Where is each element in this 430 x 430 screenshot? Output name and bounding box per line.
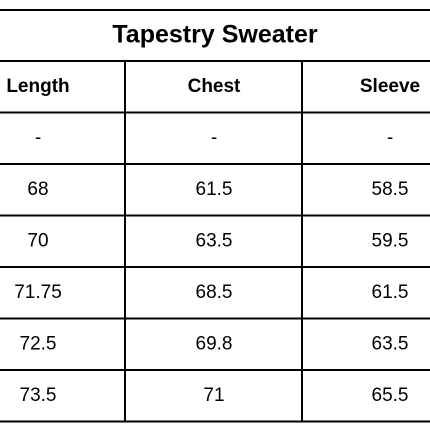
- table-cell: 68.5: [196, 282, 233, 303]
- table-cell: 63.5: [372, 333, 409, 354]
- table-cell: 61.5: [372, 282, 409, 303]
- table-cell: 73.5: [20, 385, 57, 406]
- table-cell: 69.8: [196, 333, 233, 354]
- table-cell: -: [35, 127, 41, 148]
- table-cell: 71: [203, 385, 224, 406]
- column-header: Sleeve: [360, 76, 420, 97]
- table-cell: 59.5: [372, 230, 409, 251]
- table-cell: 65.5: [372, 385, 409, 406]
- table-cell: 70: [27, 230, 48, 251]
- table-cell: -: [387, 127, 393, 148]
- table-cell: 58.5: [372, 179, 409, 200]
- table-cell: 71.75: [14, 282, 62, 303]
- column-header: Chest: [188, 76, 241, 97]
- table-cell: 61.5: [196, 179, 233, 200]
- table-cell: 68: [27, 179, 48, 200]
- table-cell: -: [211, 127, 217, 148]
- column-header: Length: [6, 76, 69, 97]
- table-cell: 72.5: [20, 333, 57, 354]
- table-cell: 63.5: [196, 230, 233, 251]
- table-title: Tapestry Sweater: [112, 21, 317, 49]
